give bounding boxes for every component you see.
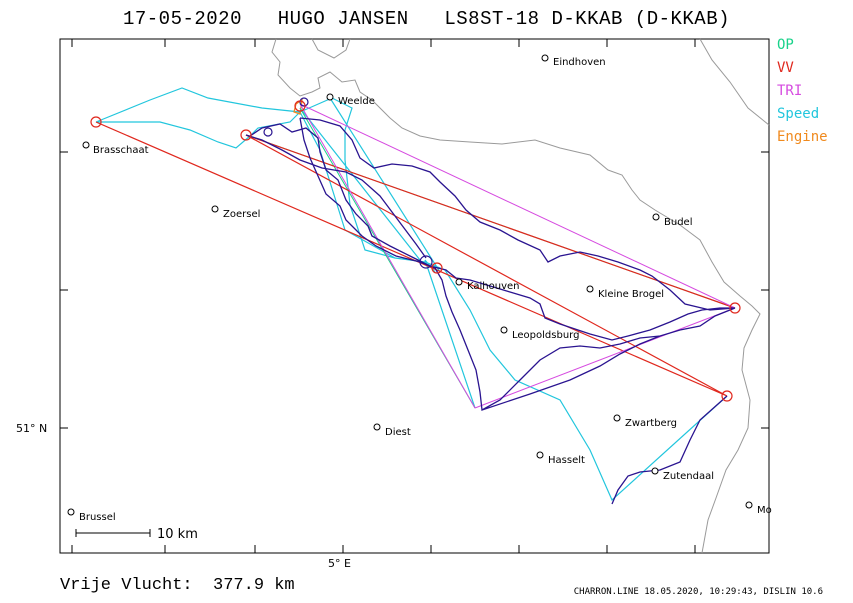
places (67, 54, 753, 516)
legend: OP VV TRI Speed Engine (777, 34, 828, 149)
tri-route (299, 103, 736, 409)
place-kaihouven: Kaihouven (467, 281, 520, 292)
border-north (311, 38, 351, 59)
turnpoint-brasschaat-east (240, 129, 252, 141)
place-weelde: Weelde (338, 96, 375, 107)
place-budel: Budel (664, 217, 692, 228)
vv-route (95, 121, 736, 397)
place-leopoldsburg: Leopoldsburg (512, 330, 579, 341)
latitude-label: 51° N (16, 422, 47, 435)
border-east (699, 38, 770, 126)
turnpoint-kaihouven (431, 262, 443, 274)
legend-speed: Speed (777, 106, 820, 122)
turnpoint-east-lower (721, 390, 733, 402)
scale-label: 10 km (157, 527, 198, 542)
legend-op: OP (777, 37, 794, 53)
scale-bar (75, 529, 151, 537)
place-zutendaal: Zutendaal (663, 471, 714, 482)
place-eindhoven: Eindhoven (553, 57, 606, 68)
free-flight-distance: Vrije Vlucht: 377.9 km (60, 576, 295, 595)
place-brussel: Brussel (79, 512, 116, 523)
turnpoint-start-west (90, 116, 102, 128)
turnpoint-east-upper (729, 302, 741, 314)
turnpoints (90, 100, 741, 402)
longitude-label: 5° E (328, 557, 351, 570)
place-zoersel: Zoersel (223, 209, 260, 220)
place-mo: Mo (757, 505, 772, 516)
place-kleine-brogel: Kleine Brogel (598, 289, 664, 300)
country-border (271, 38, 761, 554)
place-hasselt: Hasselt (548, 455, 585, 466)
map-frame (59, 38, 770, 554)
turnpoint-weelde (294, 100, 306, 112)
footer-info: CHARRON.LINE 18.05.2020, 10:29:43, DISLI… (573, 587, 823, 597)
flight-track (245, 117, 736, 505)
op-route (245, 107, 736, 409)
chart-title: 17-05-2020 HUGO JANSEN LS8ST-18 D-KKAB (… (122, 8, 731, 30)
legend-engine: Engine (777, 129, 828, 145)
place-diest: Diest (385, 427, 411, 438)
place-zwartberg: Zwartberg (625, 418, 677, 429)
frame-ticks (60, 39, 769, 553)
thermal-loops (263, 97, 433, 269)
place-brasschaat: Brasschaat (93, 145, 149, 156)
legend-vv: VV (777, 60, 794, 76)
legend-tri: TRI (777, 83, 803, 99)
